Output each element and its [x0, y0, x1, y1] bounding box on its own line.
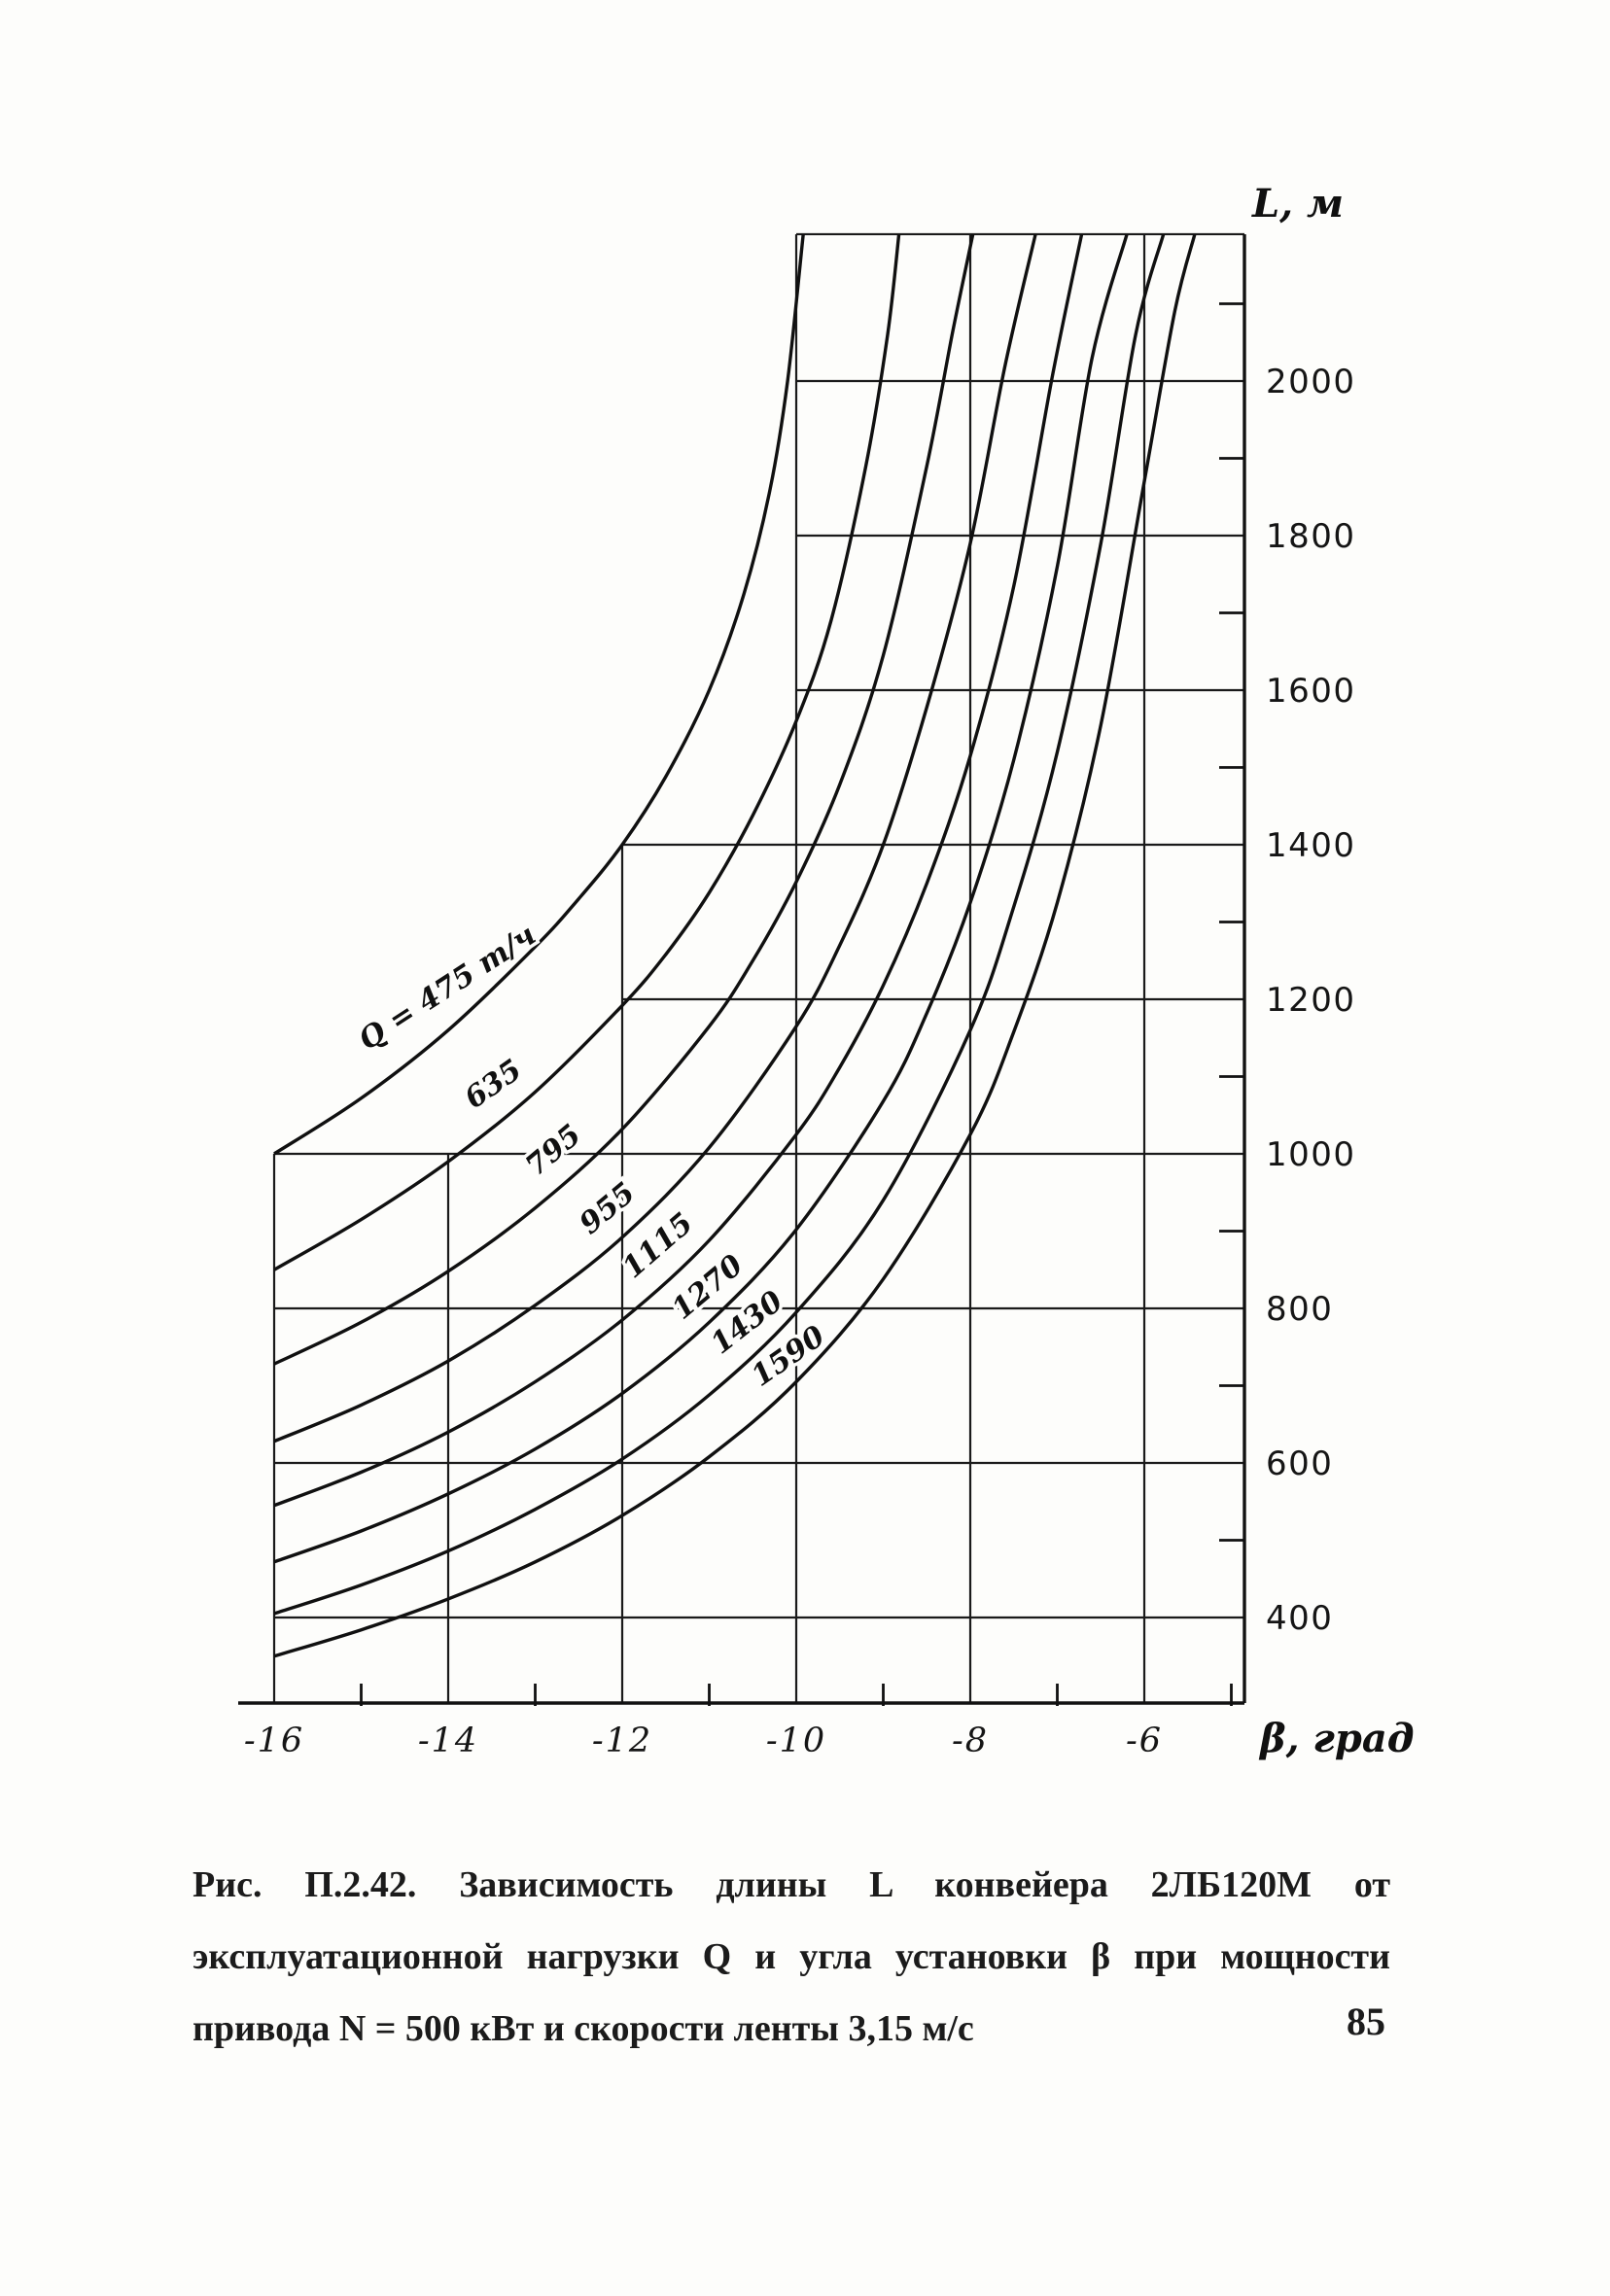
curve-q635	[273, 233, 901, 1271]
y-tick-label-600: 600	[1266, 1444, 1333, 1483]
caption-line-3: привода N = 500 кВт и скорости ленты 3,1…	[192, 2008, 974, 2049]
y-tick-label-800: 800	[1266, 1290, 1333, 1329]
y-axis-title: L, м	[1251, 181, 1344, 226]
x-tick-label--12: -12	[592, 1722, 652, 1760]
curve-q955	[273, 233, 1037, 1444]
x-tick-label--6: -6	[1126, 1722, 1163, 1760]
y-tick-label-400: 400	[1266, 1599, 1333, 1638]
minor-ticks	[360, 302, 1244, 1706]
curve-q1590	[273, 233, 1197, 1658]
y-tick-label-1800: 1800	[1266, 517, 1356, 556]
y-tick-label-2000: 2000	[1266, 363, 1356, 401]
curve-label-q955: 955	[574, 1176, 642, 1241]
curve-q1270	[273, 233, 1129, 1564]
axes	[238, 233, 1246, 1705]
x-tick-label--8: -8	[952, 1722, 989, 1760]
y-tick-label-1600: 1600	[1266, 672, 1356, 711]
curve-label-q1115: 1115	[616, 1206, 700, 1285]
curve-q475	[273, 233, 805, 1156]
y-tick-label-1000: 1000	[1266, 1135, 1356, 1174]
x-tick-label--10: -10	[766, 1722, 826, 1760]
curve-label-q475: Q = 475 т/ч	[353, 918, 542, 1057]
curve-q795	[273, 233, 975, 1366]
curve-q1115	[273, 233, 1084, 1508]
figure-caption: Рис. П.2.42. Зависимость длины L конвейе…	[192, 1849, 1390, 2065]
x-tick-label--16: -16	[244, 1722, 304, 1760]
page-number: 85	[1347, 2000, 1385, 2043]
y-tick-label-1200: 1200	[1266, 981, 1356, 1020]
caption-line-1: Рис. П.2.42. Зависимость длины L конвейе…	[192, 1864, 1390, 1905]
curves	[273, 233, 1197, 1658]
caption-line-2: эксплуатационной нагрузки Q и угла устан…	[192, 1936, 1390, 1977]
y-tick-label-1400: 1400	[1266, 826, 1356, 865]
x-tick-label--14: -14	[418, 1722, 478, 1760]
grid-lines	[272, 232, 1244, 1703]
curve-q1430	[273, 233, 1166, 1616]
x-axis-title: β, град	[1258, 1716, 1415, 1761]
